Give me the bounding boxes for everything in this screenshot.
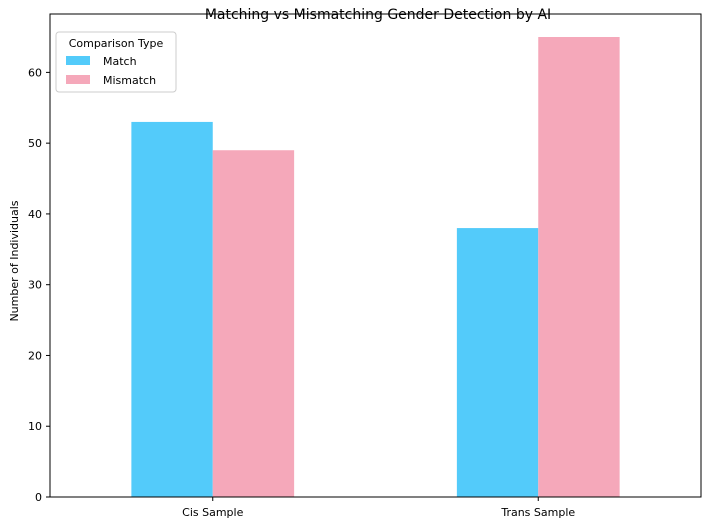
- chart-title: Matching vs Mismatching Gender Detection…: [205, 7, 551, 23]
- y-axis: 0 10 20 30 40 50 60: [28, 66, 50, 504]
- y-tick-label: 0: [35, 491, 42, 504]
- y-tick-label: 10: [28, 420, 42, 433]
- y-tick-label: 60: [28, 66, 42, 79]
- legend-swatch-match: [66, 56, 90, 65]
- y-tick-label: 30: [28, 279, 42, 292]
- legend-title: Comparison Type: [69, 37, 164, 50]
- plot-frame: [49, 13, 702, 498]
- x-axis: Cis Sample Trans Sample: [182, 497, 575, 519]
- x-tick-label: Trans Sample: [500, 506, 575, 519]
- y-axis-label: Number of Individuals: [8, 200, 21, 321]
- y-tick-label: 20: [28, 349, 42, 362]
- y-tick-label: 50: [28, 137, 42, 150]
- y-tick-label: 40: [28, 208, 42, 221]
- bar-match-0: [131, 121, 213, 497]
- legend-label-match: Match: [103, 55, 137, 68]
- legend-swatch-mismatch: [66, 75, 90, 84]
- x-tick-label: Cis Sample: [182, 506, 243, 519]
- legend-label-mismatch: Mismatch: [103, 74, 156, 87]
- bar-match-1: [456, 228, 539, 498]
- bar-mismatch-1: [538, 37, 620, 497]
- bar-mismatch-0: [212, 150, 295, 497]
- legend: Comparison Type Match Mismatch: [55, 31, 177, 93]
- bars-layer: [131, 37, 620, 498]
